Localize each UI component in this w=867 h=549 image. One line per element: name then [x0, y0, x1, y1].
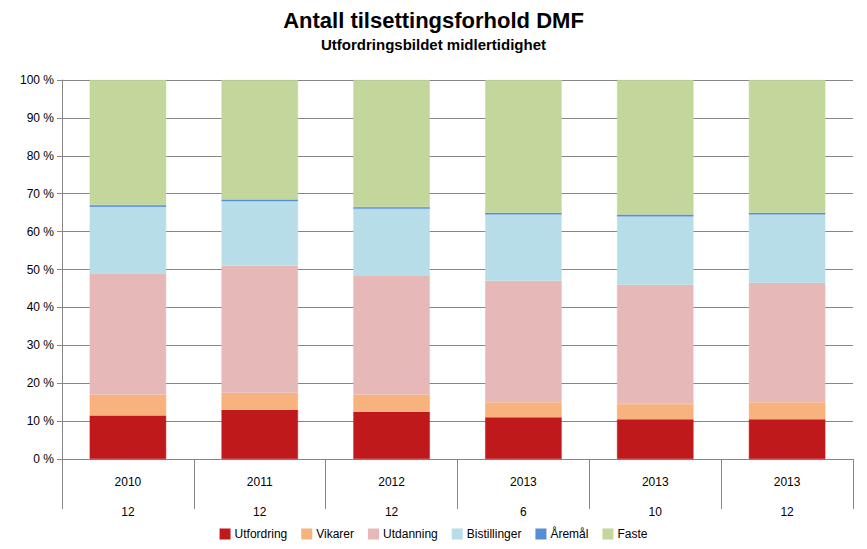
svg-text:40 %: 40 %	[27, 300, 55, 314]
svg-text:12: 12	[121, 505, 135, 519]
svg-text:Faste: Faste	[617, 527, 647, 541]
svg-text:2013: 2013	[642, 475, 669, 489]
svg-text:Bistillinger: Bistillinger	[467, 527, 522, 541]
svg-text:Utfordring: Utfordring	[235, 527, 288, 541]
svg-text:12: 12	[385, 505, 399, 519]
svg-text:2010: 2010	[115, 475, 142, 489]
svg-text:2013: 2013	[510, 475, 537, 489]
svg-text:Åremål: Åremål	[550, 526, 588, 541]
svg-text:Antall tilsettingsforhold DMF: Antall tilsettingsforhold DMF	[283, 8, 584, 33]
svg-text:90 %: 90 %	[27, 111, 55, 125]
svg-text:20 %: 20 %	[27, 376, 55, 390]
svg-text:2011: 2011	[247, 475, 273, 489]
svg-text:10: 10	[649, 505, 663, 519]
svg-text:60 %: 60 %	[27, 225, 55, 239]
svg-text:80 %: 80 %	[27, 149, 55, 163]
svg-text:10 %: 10 %	[27, 414, 55, 428]
svg-text:70 %: 70 %	[27, 187, 55, 201]
svg-text:Utdanning: Utdanning	[383, 527, 438, 541]
svg-text:50 %: 50 %	[27, 263, 55, 277]
svg-text:12: 12	[780, 505, 794, 519]
svg-text:2012: 2012	[378, 475, 405, 489]
svg-text:0 %: 0 %	[33, 452, 54, 466]
svg-text:12: 12	[253, 505, 267, 519]
svg-text:Vikarer: Vikarer	[316, 527, 354, 541]
svg-text:Utfordringsbildet midlertidigh: Utfordringsbildet midlertidighet	[321, 36, 546, 53]
svg-text:2013: 2013	[774, 475, 801, 489]
svg-text:6: 6	[520, 505, 527, 519]
svg-text:30 %: 30 %	[27, 338, 55, 352]
svg-text:100 %: 100 %	[20, 73, 54, 87]
